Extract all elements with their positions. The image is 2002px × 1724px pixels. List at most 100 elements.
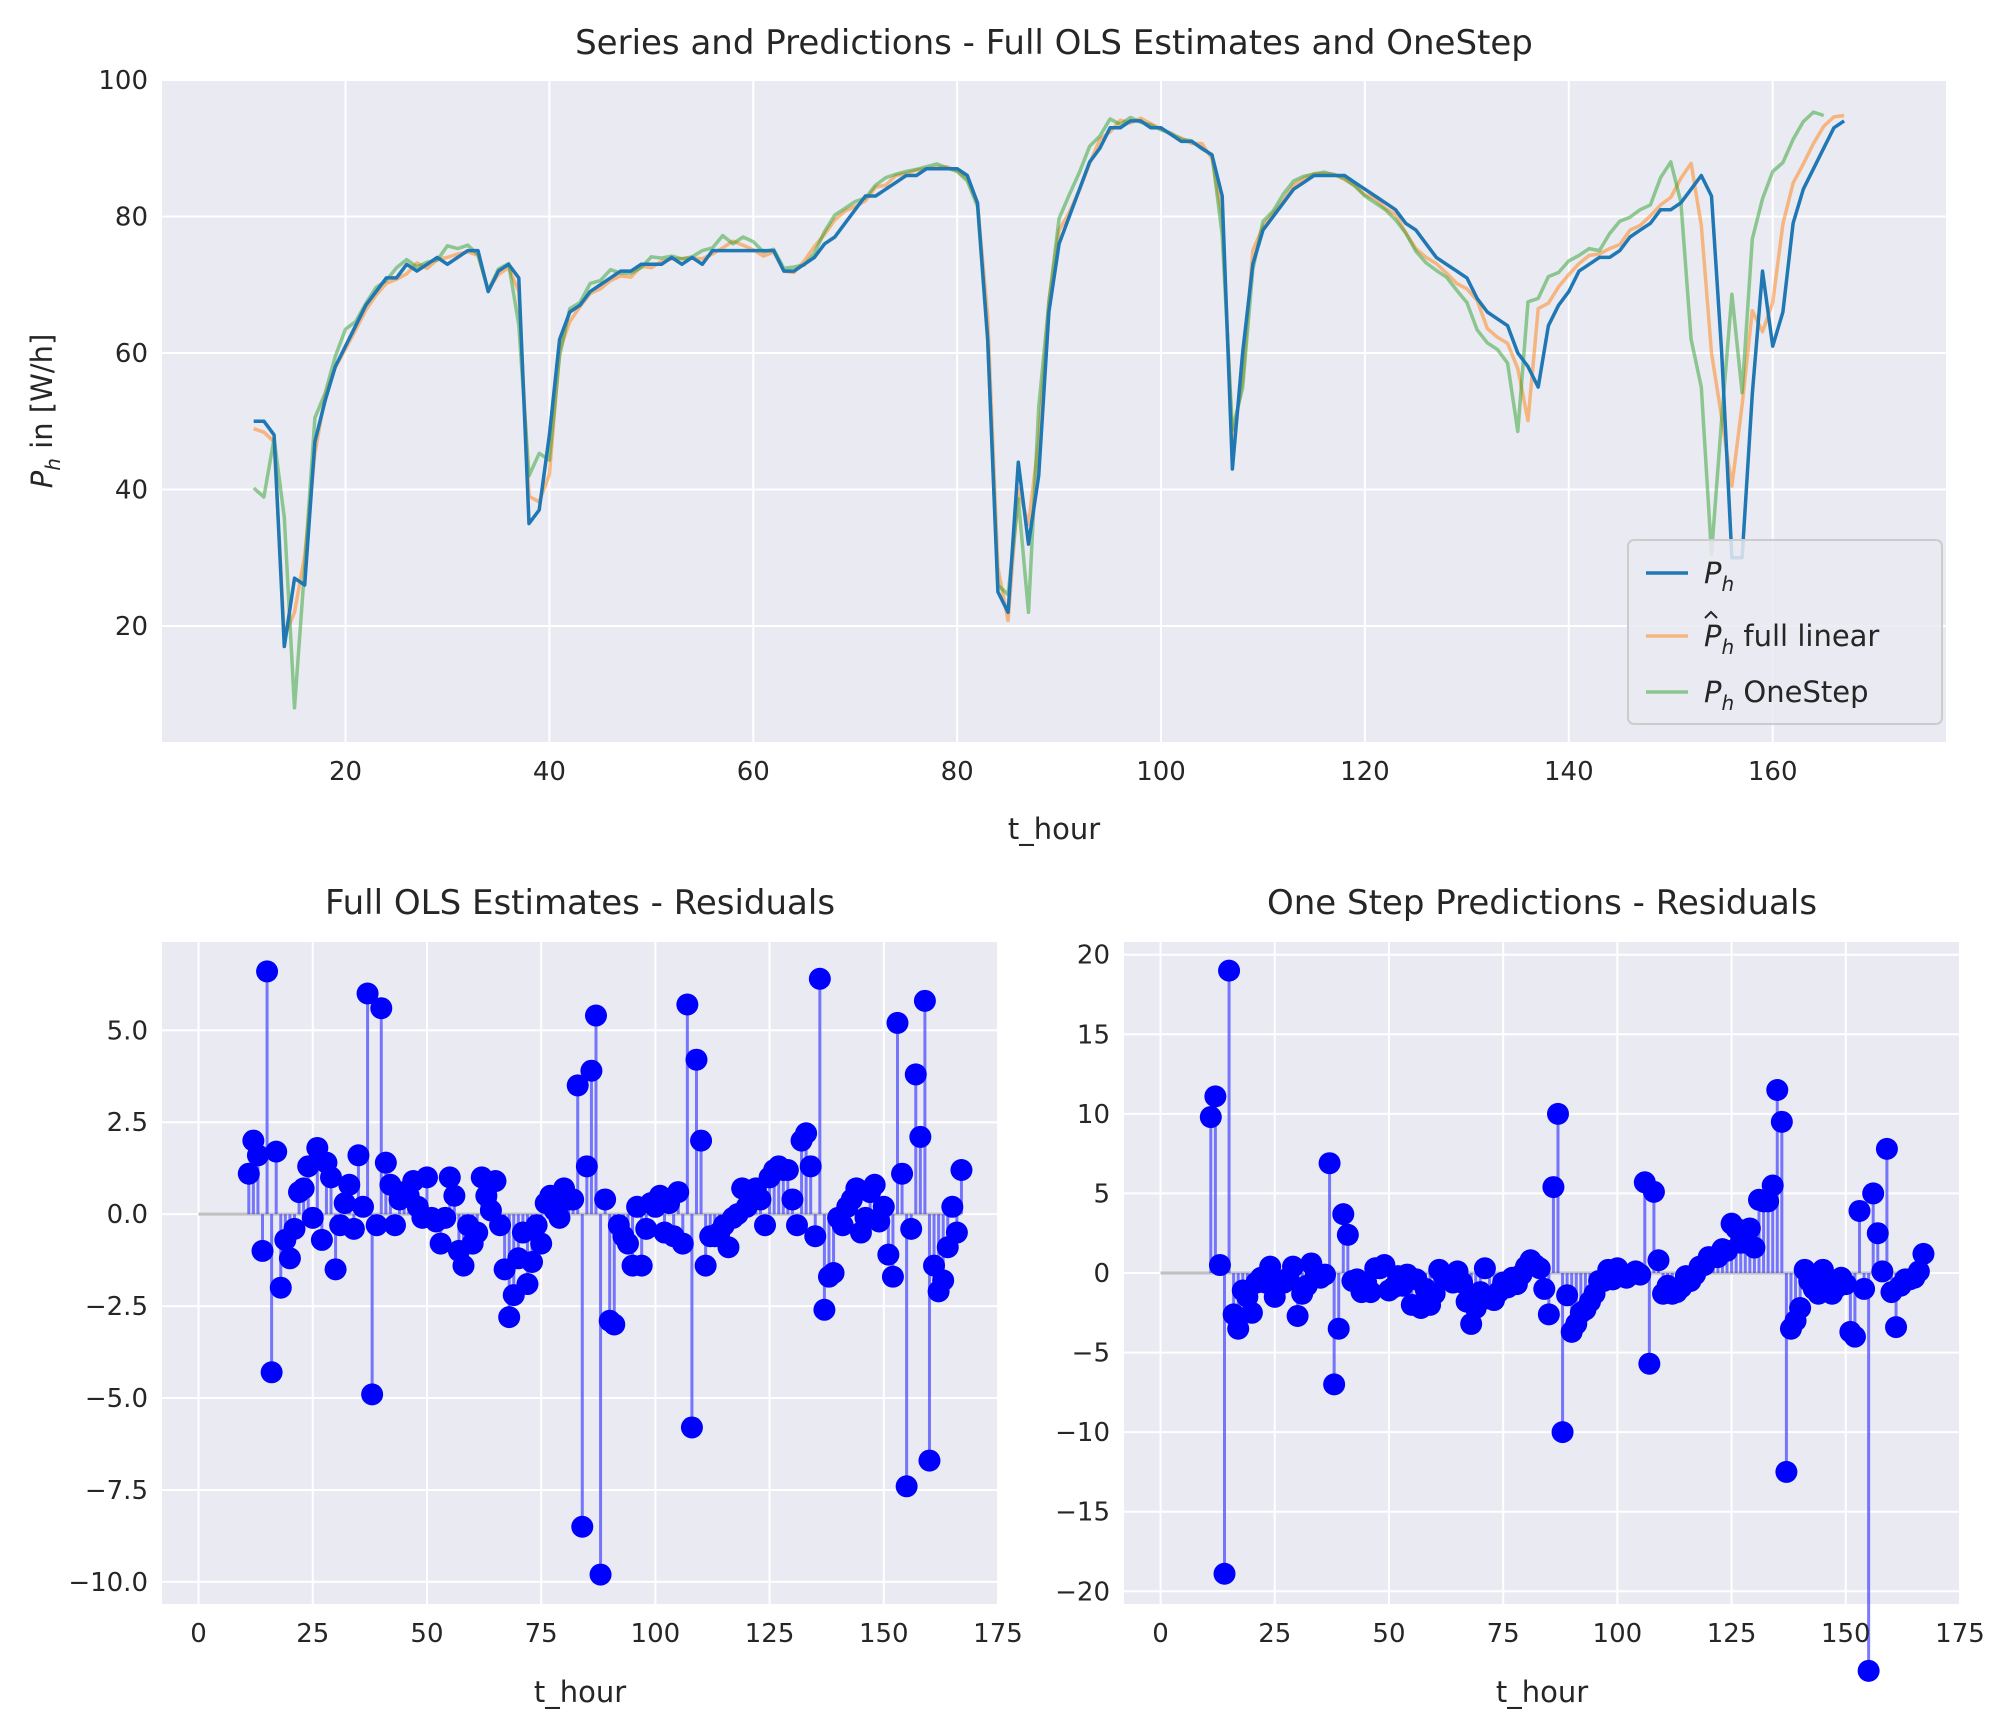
br-x-tick-label: 75 bbox=[1487, 1619, 1520, 1649]
top-y-tick-label: 40 bbox=[115, 475, 148, 505]
bl-stem-marker bbox=[754, 1214, 777, 1237]
bl-stem-marker bbox=[269, 1276, 292, 1299]
br-y-tick-label: 20 bbox=[1077, 941, 1110, 971]
bl-stem-marker bbox=[749, 1188, 772, 1211]
bl-stem-marker bbox=[584, 1004, 607, 1027]
bl-stem-marker bbox=[904, 1063, 927, 1086]
legend-label-onestep: Ph OneStep bbox=[1704, 675, 1868, 715]
bl-stem-marker bbox=[891, 1162, 914, 1185]
series-line-p-h bbox=[253, 119, 1846, 649]
br-stem-marker bbox=[1834, 1273, 1857, 1296]
top-y-tick-label: 100 bbox=[98, 66, 148, 96]
bl-stem-marker bbox=[680, 1416, 703, 1439]
bl-chart-title: Full OLS Estimates - Residuals bbox=[325, 883, 835, 923]
bl-stem-marker bbox=[251, 1239, 274, 1262]
br-stem-marker bbox=[1875, 1137, 1898, 1160]
bl-stem-marker bbox=[918, 1449, 941, 1472]
br-stem-marker bbox=[1738, 1217, 1761, 1240]
bl-stem-marker bbox=[466, 1221, 489, 1244]
bl-stem-marker bbox=[795, 1122, 818, 1145]
bl-stem-marker bbox=[872, 1195, 895, 1218]
bl-y-tick-labels: −10.0 −7.5 −5.0 −2.5 0.0 2.5 5.0 bbox=[68, 1016, 148, 1598]
bl-stem-marker bbox=[297, 1155, 320, 1178]
bl-y-tick-label: 2.5 bbox=[107, 1108, 148, 1138]
bl-stem-marker bbox=[310, 1228, 333, 1251]
br-y-tick-label: −15 bbox=[1055, 1498, 1110, 1528]
bl-stem-marker bbox=[356, 982, 379, 1005]
bl-stem-marker bbox=[301, 1206, 324, 1229]
bl-y-tick-label: −2.5 bbox=[85, 1292, 148, 1322]
bl-stem-marker bbox=[562, 1188, 585, 1211]
bl-stem-marker bbox=[676, 993, 699, 1016]
legend-frame bbox=[1627, 539, 1943, 725]
bl-stem-marker bbox=[516, 1273, 539, 1296]
br-stem-marker bbox=[1766, 1078, 1789, 1101]
br-stem-marker bbox=[1208, 1254, 1231, 1277]
legend-ph-subscript: h bbox=[1722, 572, 1735, 596]
bl-stem-marker bbox=[895, 1475, 918, 1498]
top-x-tick-labels: 20 40 60 80 100 120 140 160 bbox=[329, 757, 1798, 787]
br-x-tick-labels: 0 25 50 75 100 125 150 175 bbox=[1152, 1619, 1985, 1649]
bl-stem-marker bbox=[822, 1262, 845, 1284]
bl-stem-marker bbox=[566, 1074, 589, 1097]
top-y-tick-labels: 20 40 60 80 100 bbox=[98, 66, 148, 642]
top-line-chart: 20 40 60 80 100 120 140 160 20 40 60 80 100 Series … bbox=[25, 23, 1946, 846]
bl-stem-marker bbox=[694, 1254, 717, 1277]
br-stem-marker bbox=[1556, 1284, 1579, 1307]
top-chart-title: Series and Predictions - Full OLS Estima… bbox=[575, 23, 1533, 63]
br-stem-marker bbox=[1359, 1281, 1382, 1304]
bl-stem-marker bbox=[671, 1232, 694, 1255]
br-stem-marker bbox=[1528, 1257, 1551, 1280]
top-y-axis-label: Ph in [W/h] bbox=[25, 334, 65, 489]
bl-stem-marker bbox=[260, 1361, 283, 1384]
bl-stem-marker bbox=[434, 1206, 457, 1229]
bl-plot-background bbox=[162, 942, 998, 1604]
legend-fl-subscript: h bbox=[1722, 635, 1735, 659]
bl-stem-marker bbox=[498, 1306, 521, 1329]
br-stem-marker bbox=[1204, 1085, 1227, 1108]
br-stem-marker bbox=[1451, 1271, 1474, 1294]
br-stem-marker bbox=[1866, 1222, 1889, 1245]
bl-stem-marker bbox=[808, 967, 831, 990]
bl-stem-marker bbox=[900, 1217, 923, 1240]
bl-x-tick-label: 0 bbox=[190, 1619, 207, 1649]
bl-stem-marker bbox=[813, 1298, 836, 1321]
br-stem-marker bbox=[1551, 1421, 1574, 1444]
bl-x-tick-label: 175 bbox=[973, 1619, 1023, 1649]
bl-x-axis-label: t_hour bbox=[534, 1675, 626, 1709]
br-x-tick-label: 175 bbox=[1935, 1619, 1985, 1649]
top-x-tick-label: 120 bbox=[1340, 757, 1390, 787]
bl-stem-marker bbox=[438, 1166, 461, 1189]
bl-x-tick-label: 150 bbox=[859, 1619, 909, 1649]
br-stem-marker bbox=[1259, 1255, 1282, 1278]
br-y-tick-label: 0 bbox=[1093, 1259, 1110, 1289]
bl-stem-marker bbox=[383, 1214, 406, 1237]
br-stem-marker bbox=[1533, 1277, 1556, 1300]
bl-stem-marker bbox=[909, 1125, 932, 1148]
br-stem-marker bbox=[1853, 1277, 1876, 1300]
br-stem-marker bbox=[1314, 1263, 1337, 1286]
bl-stem-marker bbox=[521, 1250, 544, 1273]
br-stem-marker bbox=[1336, 1223, 1359, 1246]
br-x-tick-label: 25 bbox=[1258, 1619, 1291, 1649]
br-x-axis-label: t_hour bbox=[1496, 1675, 1588, 1709]
bl-y-tick-label: −5.0 bbox=[85, 1384, 148, 1414]
bl-stem-marker bbox=[525, 1214, 548, 1237]
bl-stem-marker bbox=[489, 1214, 512, 1237]
br-stem-marker bbox=[1473, 1257, 1496, 1280]
legend-label-ph: Ph bbox=[1704, 556, 1734, 596]
bl-stem-marker bbox=[452, 1254, 475, 1277]
top-x-tick-label: 80 bbox=[941, 757, 974, 787]
br-stem-marker bbox=[1857, 1659, 1880, 1682]
bl-stem-marker bbox=[338, 1173, 361, 1196]
br-y-tick-label: 15 bbox=[1077, 1020, 1110, 1050]
br-stem-marker bbox=[1638, 1352, 1661, 1375]
onestep-residuals-chart: 0 25 50 75 100 125 150 175 −20−15−10−505101520 … bbox=[1055, 883, 1985, 1709]
br-stem-marker bbox=[1761, 1174, 1784, 1197]
br-stem-marker bbox=[1871, 1260, 1894, 1283]
br-x-tick-label: 150 bbox=[1821, 1619, 1871, 1649]
bl-stem-marker bbox=[548, 1206, 571, 1229]
br-y-tick-label: 5 bbox=[1093, 1179, 1110, 1209]
br-stem-marker bbox=[1770, 1110, 1793, 1133]
bl-x-tick-label: 50 bbox=[410, 1619, 443, 1649]
